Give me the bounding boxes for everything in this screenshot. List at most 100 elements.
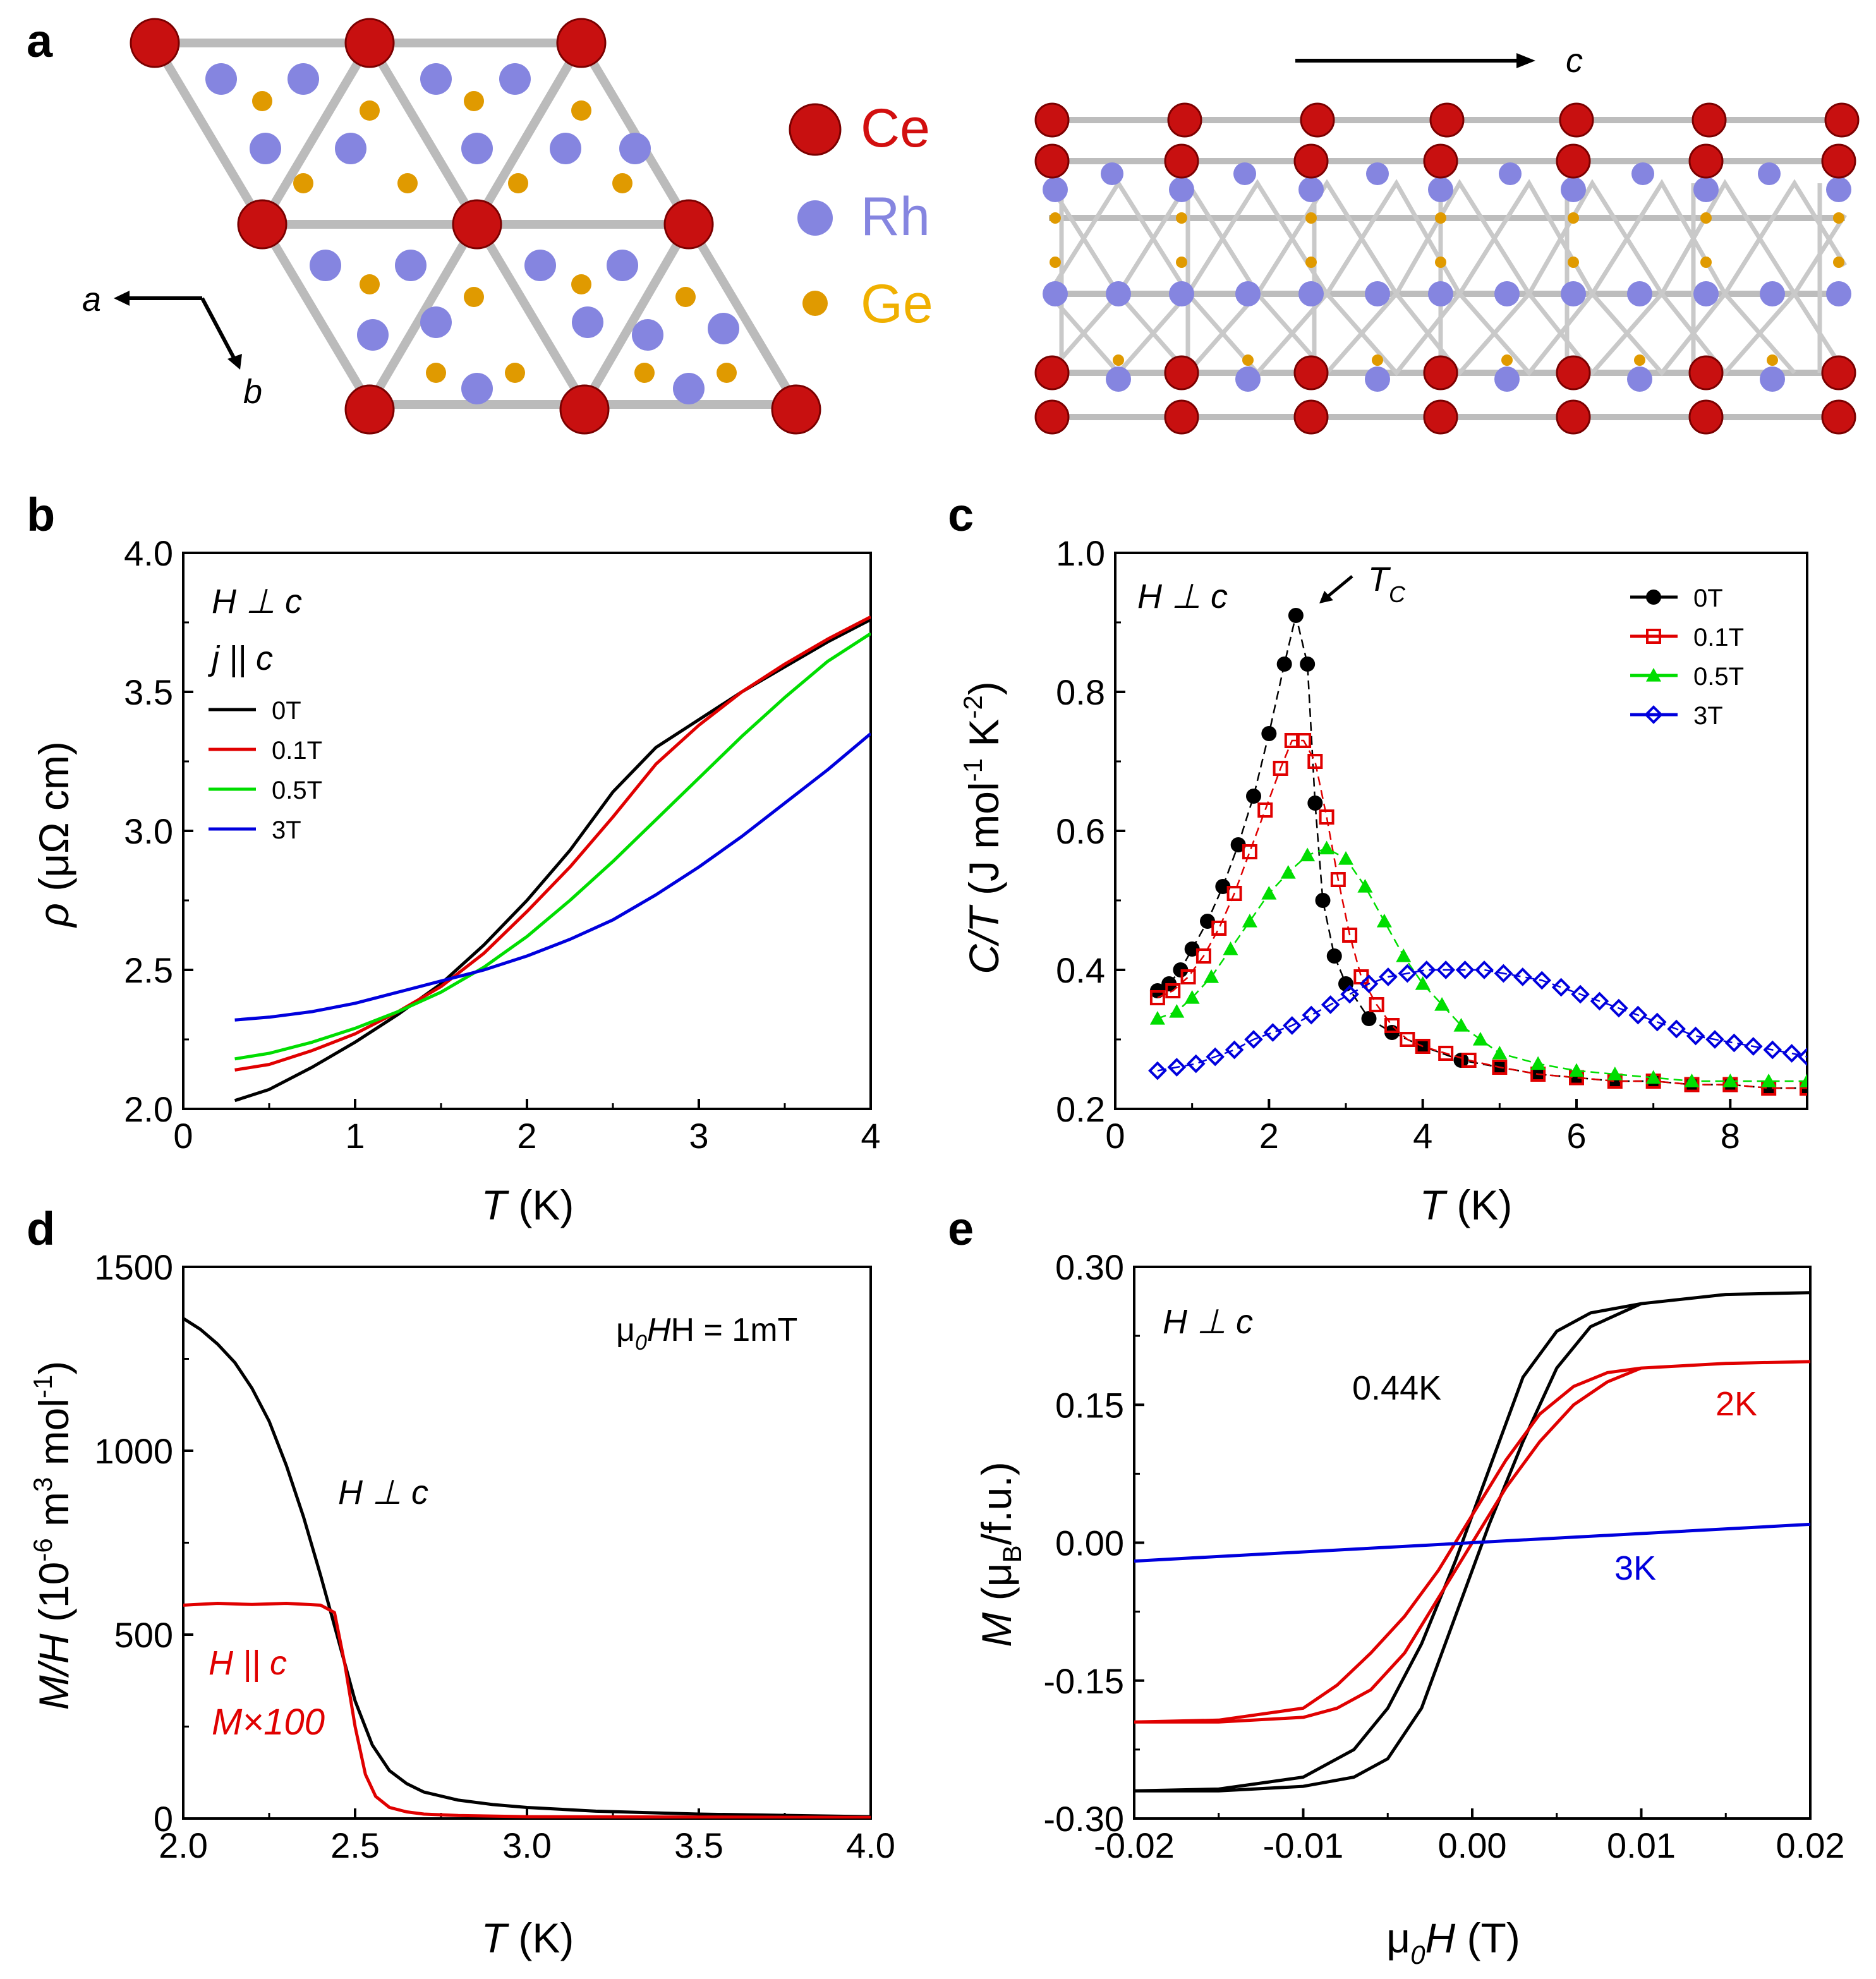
legend-ce-label: Ce	[861, 98, 930, 159]
c-point	[1551, 977, 1571, 997]
c-point	[1204, 969, 1219, 983]
c-point	[1149, 1011, 1165, 1025]
c-point	[1353, 969, 1369, 984]
c-point	[1369, 997, 1384, 1012]
c-point	[1302, 1005, 1321, 1025]
c-point	[1645, 1070, 1661, 1084]
c-point	[1494, 964, 1513, 983]
c-point	[1169, 1004, 1185, 1018]
c-point	[1307, 796, 1323, 811]
c-legend-label: 0T	[1693, 584, 1723, 612]
e-series-line-1	[1134, 1360, 1810, 1724]
c-point	[1226, 886, 1242, 901]
axis-label-a: a	[82, 281, 101, 318]
c-xtick-label: 8	[1721, 1116, 1740, 1156]
c-legend-marker	[1646, 590, 1661, 605]
e-series-label: 2K	[1716, 1385, 1757, 1423]
b-legend-label: 0.1T	[272, 737, 322, 765]
c-point	[1319, 840, 1334, 855]
c-legend-label: 3T	[1693, 702, 1723, 730]
c-point	[1225, 1040, 1244, 1060]
c-point	[1532, 971, 1552, 990]
side-rh-atoms	[1043, 162, 1851, 392]
c-ytick-label: 0.6	[1056, 811, 1105, 851]
c-point	[1472, 1032, 1488, 1046]
ce-atoms	[130, 18, 821, 435]
c-point	[1798, 1047, 1807, 1067]
e-xtick-label: -0.01	[1263, 1825, 1344, 1865]
b-ytick-label: 3.0	[124, 811, 173, 851]
c-point	[1319, 809, 1334, 825]
d-series-group	[183, 1317, 871, 1819]
c-point	[1276, 657, 1292, 672]
b-ylabel: ρ (μΩ cm)	[30, 741, 77, 928]
d-ytick-label: 500	[114, 1615, 173, 1655]
c-point	[1186, 1054, 1206, 1074]
e-ytick-label: 0.00	[1055, 1523, 1124, 1563]
b-series-line-1	[234, 615, 871, 1072]
b-xlabel: T (K)	[481, 1182, 574, 1228]
c-point	[1195, 948, 1211, 964]
side-ge-atoms	[1050, 212, 1844, 366]
c-point	[1686, 1026, 1705, 1046]
c-point	[1744, 1037, 1763, 1056]
c-point	[1492, 1046, 1508, 1060]
c-point	[1384, 1018, 1400, 1033]
c-legend-marker	[1646, 629, 1661, 644]
b-annotation-field: H ⊥ c	[212, 583, 302, 620]
c-ytick-label: 0.2	[1056, 1089, 1105, 1129]
axis-label-c: c	[1566, 42, 1583, 80]
d-xtick-label: 3.5	[674, 1825, 723, 1865]
e-ytick-label: -0.15	[1043, 1661, 1124, 1701]
e-series-line-2	[1134, 1522, 1810, 1563]
side-cage-bonds	[1047, 179, 1847, 377]
tc-arrowhead	[1319, 591, 1333, 603]
c-point	[1359, 974, 1379, 993]
c-point	[1415, 976, 1431, 990]
panel-label-b: b	[27, 488, 55, 541]
c-point	[1398, 964, 1417, 983]
b-ytick-label: 2.0	[124, 1089, 173, 1129]
c-point	[1148, 1061, 1167, 1080]
c-point	[1400, 1032, 1415, 1047]
c-point	[1223, 941, 1238, 955]
d-perp-label: H ⊥ c	[338, 1474, 428, 1511]
b-xtick-label: 1	[345, 1116, 365, 1156]
c-xtick-label: 4	[1413, 1116, 1432, 1156]
c-point	[1782, 1044, 1801, 1063]
c-point	[1257, 802, 1273, 818]
c-point	[1326, 948, 1342, 964]
c-xtick-label: 0	[1105, 1116, 1125, 1156]
legend-ce-marker	[789, 103, 842, 156]
e-xtick-label: 0.02	[1776, 1825, 1845, 1865]
c-point	[1338, 851, 1353, 865]
d-field-label: μ0HH = 1mT	[616, 1312, 797, 1355]
c-ytick-label: 0.4	[1056, 950, 1105, 990]
panel-label-a: a	[27, 15, 53, 67]
c-point	[1379, 967, 1398, 986]
tc-label: TC	[1368, 560, 1406, 607]
c-point	[1242, 844, 1257, 859]
c-point	[1357, 879, 1373, 893]
b-series-line-3	[234, 732, 871, 1022]
chart-d: 2.0 2.5 3.0 3.5 4.0 0 500 1000 1500	[94, 1247, 895, 1865]
c-point	[1315, 893, 1331, 908]
structure-c-axis-view: c	[1034, 42, 1860, 435]
chart-b: 0 1 2 3 4 2.0 2.5 3.0 3.5 4.0 0T 0.1T 0.5T 3T	[124, 533, 880, 1156]
c-series-guide-3	[1157, 969, 1807, 1072]
c-point	[1321, 995, 1340, 1014]
rh-atoms	[205, 63, 739, 404]
b-ytick-label: 2.5	[124, 950, 173, 990]
e-xtick-label: -0.02	[1094, 1825, 1175, 1865]
c-point	[1417, 960, 1436, 979]
c-point	[1206, 1047, 1225, 1067]
c-point	[1273, 761, 1288, 776]
e-xlabel: μ0H (T)	[1386, 1915, 1520, 1970]
axis-label-b: b	[243, 373, 262, 411]
c-point	[1530, 1056, 1546, 1070]
c-point	[1434, 997, 1450, 1011]
c-point	[1296, 733, 1312, 748]
e-annotation-field: H ⊥ c	[1163, 1303, 1253, 1341]
d-ytick-label: 1500	[94, 1247, 173, 1287]
